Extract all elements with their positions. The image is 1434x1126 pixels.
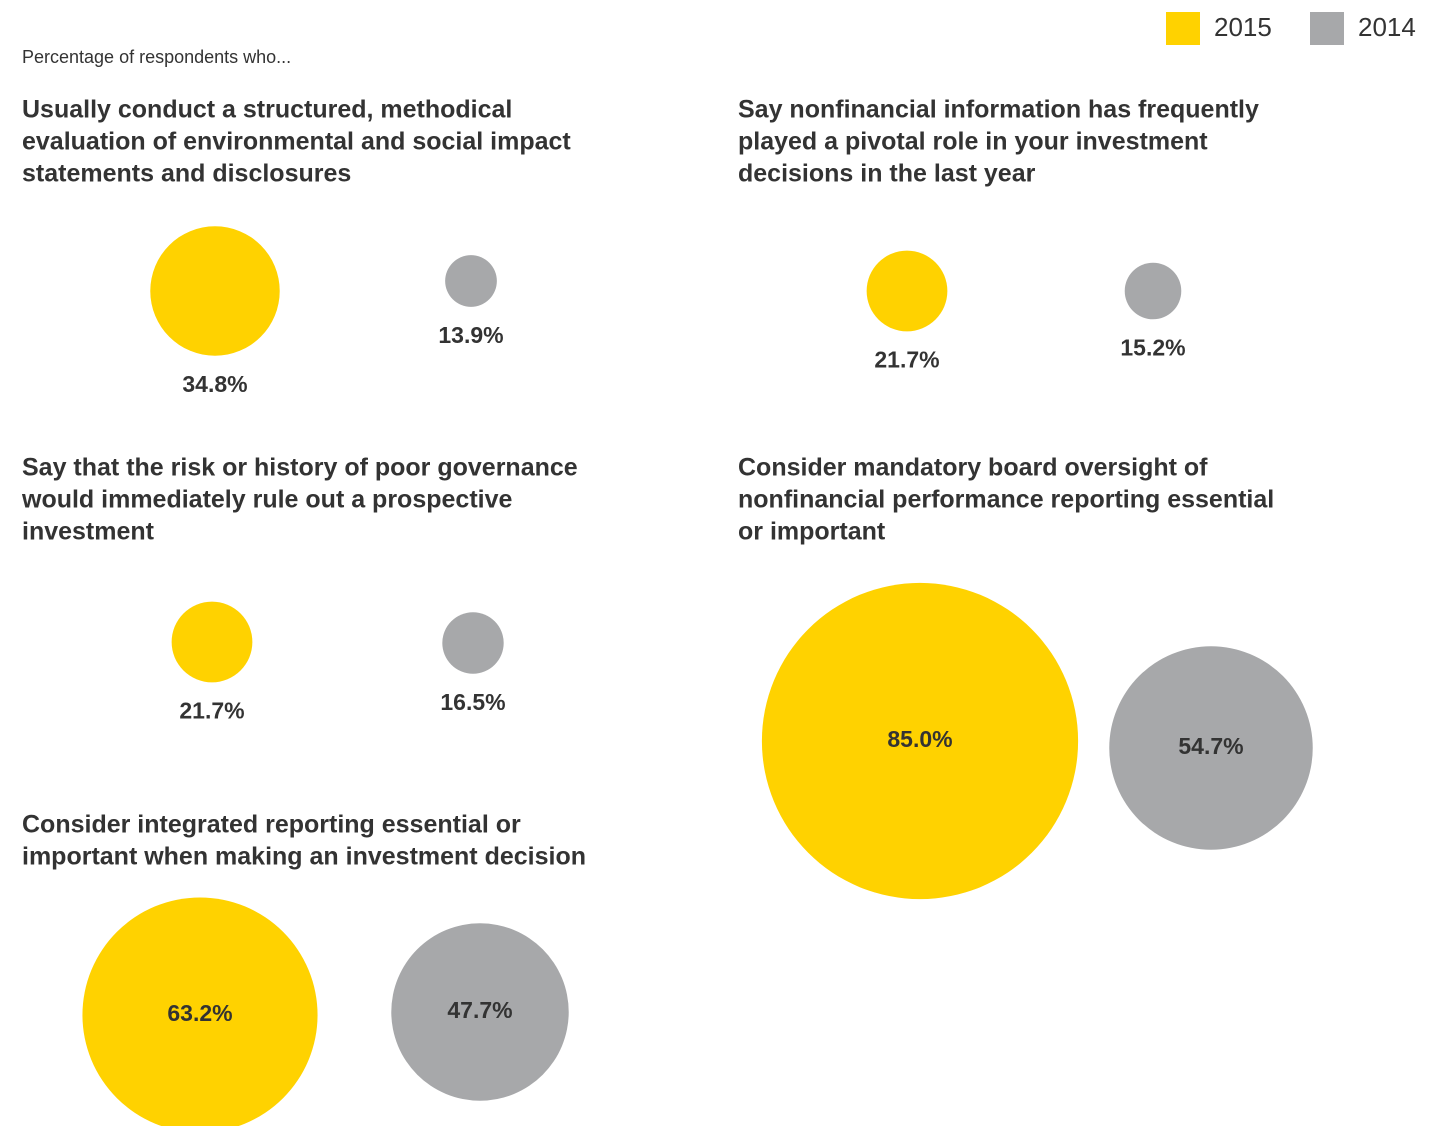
panel-title: played a pivotal role in your investment (738, 128, 1208, 156)
value-label: 54.7% (1178, 733, 1243, 759)
legend-label: 2014 (1358, 12, 1416, 42)
panel-title: Consider integrated reporting essential … (22, 811, 521, 839)
panel-title: Consider mandatory board oversight of (738, 454, 1208, 482)
value-label: 21.7% (874, 346, 939, 372)
bubble (445, 255, 497, 307)
value-label: 34.8% (182, 371, 247, 397)
legend-swatch (1166, 12, 1200, 45)
panel-title: or important (738, 518, 886, 546)
bubble (761, 582, 1079, 900)
value-label: 15.2% (1120, 334, 1185, 360)
panel-title: important when making an investment deci… (22, 843, 586, 871)
value-label: 16.5% (440, 689, 505, 715)
bubble (866, 250, 948, 332)
panel-title: investment (22, 518, 155, 546)
panel-title: evaluation of environmental and social i… (22, 128, 571, 156)
subtitle: Percentage of respondents who... (22, 47, 291, 67)
bubble (82, 897, 318, 1126)
panel-title: would immediately rule out a prospective (21, 486, 512, 514)
value-label: 85.0% (887, 726, 952, 752)
value-label: 47.7% (447, 997, 512, 1023)
bubble (171, 601, 253, 683)
bubble (391, 923, 569, 1101)
bubble (150, 226, 280, 356)
bubble (1124, 262, 1182, 320)
legend-swatch (1310, 12, 1344, 45)
panel-title: statements and disclosures (22, 160, 351, 188)
panel-title: nonfinancial performance reporting essen… (738, 486, 1274, 514)
panel-title: Say nonfinancial information has frequen… (738, 96, 1259, 124)
value-label: 63.2% (167, 1000, 232, 1026)
bubble (442, 612, 504, 674)
bubble (1109, 646, 1313, 850)
legend-label: 2015 (1214, 12, 1272, 42)
value-label: 21.7% (179, 697, 244, 723)
panel-title: Say that the risk or history of poor gov… (22, 454, 578, 482)
panel-title: Usually conduct a structured, methodical (22, 96, 512, 124)
panel-title: decisions in the last year (738, 160, 1036, 188)
value-label: 13.9% (438, 322, 503, 348)
